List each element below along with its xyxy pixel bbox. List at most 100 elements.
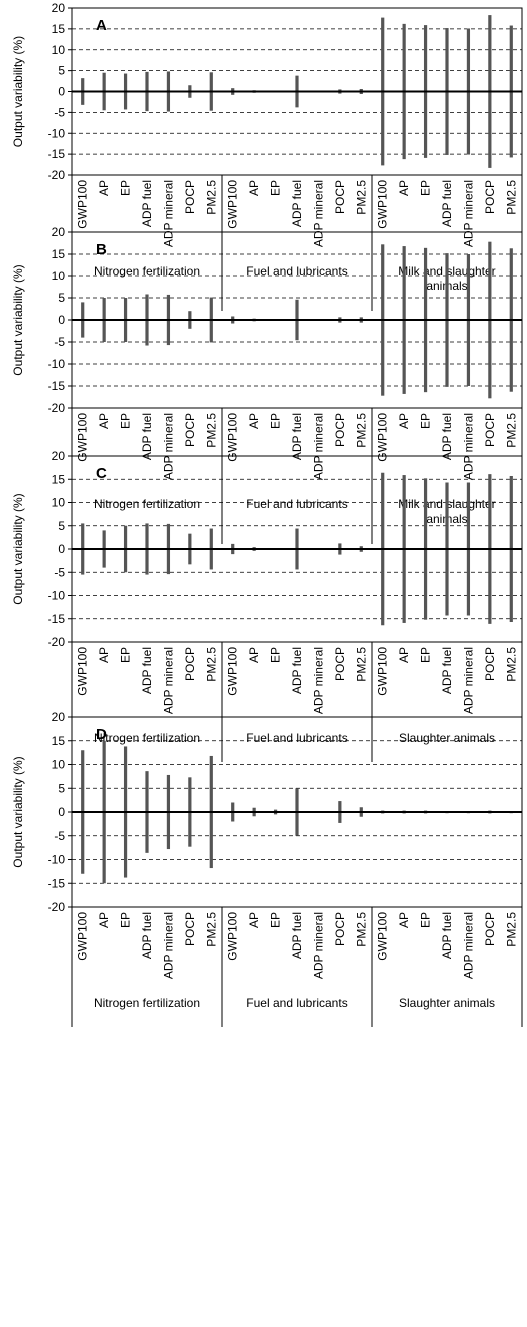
y-tick-label: 10: [52, 269, 66, 283]
y-tick-label: -15: [48, 612, 66, 626]
x-tick-label: EP: [269, 912, 283, 928]
x-tick-label: ADP mineral: [311, 912, 325, 979]
y-tick-label: 10: [52, 758, 66, 772]
x-tick-label: EP: [269, 413, 283, 429]
x-tick-label: EP: [119, 180, 133, 196]
y-tick-label: 20: [52, 449, 66, 463]
x-tick-label: ADP fuel: [440, 647, 454, 694]
x-tick-label: ADP mineral: [161, 413, 175, 480]
panel-label: A: [96, 17, 107, 34]
x-tick-label: EP: [419, 413, 433, 429]
x-tick-label: PM2.5: [354, 647, 368, 682]
y-tick-label: -5: [54, 565, 65, 579]
y-tick-label: -10: [48, 589, 66, 603]
y-tick-label: -10: [48, 853, 66, 867]
x-tick-label: EP: [419, 912, 433, 928]
panel-label: C: [96, 465, 107, 482]
x-tick-label: AP: [247, 912, 261, 928]
x-tick-label: EP: [119, 647, 133, 663]
y-tick-label: -10: [48, 357, 66, 371]
x-tick-label: POCP: [333, 647, 347, 681]
y-tick-label: 5: [58, 781, 65, 795]
y-tick-label: 5: [58, 291, 65, 305]
x-tick-label: PM2.5: [504, 180, 518, 215]
y-axis-label: Output variability (%): [11, 493, 25, 604]
x-tick-label: GWP100: [76, 647, 90, 696]
x-tick-label: ADP mineral: [161, 912, 175, 979]
x-tick-label: GWP100: [376, 647, 390, 696]
group-label: Nitrogen fertilization: [94, 996, 200, 1010]
x-tick-label: ADP mineral: [311, 180, 325, 247]
x-tick-label: GWP100: [226, 912, 240, 961]
x-tick-label: PM2.5: [504, 912, 518, 947]
y-tick-label: 15: [52, 472, 66, 486]
x-tick-label: POCP: [483, 912, 497, 946]
x-tick-label: AP: [397, 647, 411, 663]
x-tick-label: GWP100: [376, 413, 390, 462]
x-tick-label: POCP: [183, 180, 197, 214]
x-tick-label: PM2.5: [204, 912, 218, 947]
x-tick-label: AP: [247, 413, 261, 429]
y-tick-label: -20: [48, 168, 66, 182]
x-tick-label: POCP: [483, 413, 497, 447]
y-tick-label: -5: [54, 335, 65, 349]
x-tick-label: ADP fuel: [440, 180, 454, 227]
x-tick-label: POCP: [483, 647, 497, 681]
group-label: Fuel and lubricants: [246, 264, 347, 278]
y-tick-label: 10: [52, 496, 66, 510]
x-tick-label: GWP100: [76, 413, 90, 462]
y-tick-label: 0: [58, 542, 65, 556]
x-tick-label: PM2.5: [204, 647, 218, 682]
x-tick-label: ADP fuel: [140, 647, 154, 694]
y-axis-label: Output variability (%): [11, 264, 25, 375]
x-tick-label: GWP100: [226, 647, 240, 696]
x-tick-label: ADP mineral: [311, 413, 325, 480]
panel-label: D: [96, 726, 107, 743]
y-tick-label: 15: [52, 734, 66, 748]
x-tick-label: GWP100: [376, 180, 390, 229]
y-tick-label: 20: [52, 1, 66, 15]
y-tick-label: 20: [52, 710, 66, 724]
x-tick-label: AP: [97, 180, 111, 196]
y-tick-label: 5: [58, 519, 65, 533]
x-tick-label: AP: [397, 912, 411, 928]
x-tick-label: AP: [97, 647, 111, 663]
y-tick-label: 0: [58, 805, 65, 819]
x-tick-label: ADP mineral: [161, 647, 175, 714]
y-tick-label: -15: [48, 147, 66, 161]
x-tick-label: ADP mineral: [461, 180, 475, 247]
x-tick-label: ADP mineral: [311, 647, 325, 714]
x-tick-label: AP: [397, 413, 411, 429]
x-tick-label: ADP fuel: [140, 413, 154, 460]
x-tick-label: AP: [397, 180, 411, 196]
x-tick-label: ADP fuel: [290, 912, 304, 959]
y-tick-label: 10: [52, 43, 66, 57]
chart-panel: 20 15 10 5 0 -5 -10 -15 -20 Output variability (%…: [11, 1, 523, 311]
chart-panel: 20 15 10 5 0 -5 -10 -15 -20 Output variability (%…: [11, 225, 523, 544]
y-axis-label: Output variability (%): [11, 756, 25, 867]
y-tick-label: -20: [48, 635, 66, 649]
x-tick-label: EP: [419, 647, 433, 663]
y-tick-label: -5: [54, 829, 65, 843]
x-tick-label: GWP100: [76, 180, 90, 229]
chart-panel: 20 15 10 5 0 -5 -10 -15 -20 Output variability (%…: [11, 710, 523, 1027]
x-tick-label: PM2.5: [354, 180, 368, 215]
x-tick-label: ADP fuel: [290, 647, 304, 694]
x-tick-label: POCP: [333, 413, 347, 447]
x-tick-label: EP: [269, 180, 283, 196]
x-tick-label: AP: [247, 180, 261, 196]
y-tick-label: -5: [54, 105, 65, 119]
x-tick-label: ADP fuel: [290, 180, 304, 227]
y-tick-label: 5: [58, 64, 65, 78]
x-tick-label: EP: [119, 413, 133, 429]
x-tick-label: PM2.5: [504, 647, 518, 682]
y-tick-label: 0: [58, 85, 65, 99]
x-tick-label: PM2.5: [354, 912, 368, 947]
x-tick-label: AP: [247, 647, 261, 663]
x-tick-label: ADP fuel: [440, 912, 454, 959]
x-tick-label: ADP fuel: [440, 413, 454, 460]
group-label: Nitrogen fertilization: [94, 264, 200, 278]
y-tick-label: -20: [48, 401, 66, 415]
y-tick-label: -15: [48, 379, 66, 393]
x-tick-label: POCP: [183, 912, 197, 946]
